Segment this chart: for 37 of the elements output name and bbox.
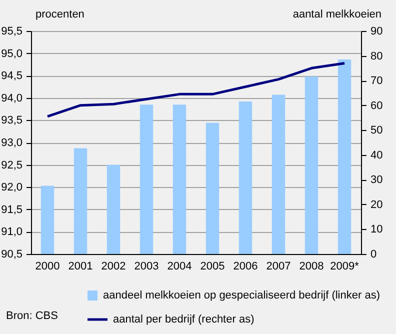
- x-tick-label: 2003: [134, 260, 159, 272]
- x-tick-label: 2000: [35, 260, 60, 272]
- y2-axis-title: aantal melkkoeien: [292, 8, 382, 20]
- y2-tick-label: 10: [370, 224, 383, 236]
- x-tick-label: 2005: [200, 260, 225, 272]
- y2-tick-label: 90: [370, 26, 383, 38]
- y-tick-label: 94,0: [1, 92, 22, 104]
- x-tick-label: 2006: [233, 260, 258, 272]
- y2-tick-label: 0: [370, 248, 377, 260]
- x-tick-label: 2007: [266, 260, 291, 272]
- x-tick-label: 2008: [299, 260, 324, 272]
- y2-tick-label: 70: [370, 75, 383, 88]
- y2-tick-label: 60: [370, 100, 383, 112]
- y-axis-title: procenten: [36, 8, 84, 20]
- y-tick-label: 92,0: [1, 182, 22, 194]
- y2-tick-label: 20: [370, 198, 383, 211]
- legend-label: aandeel melkkoeien op gespecialiseerd bedrijf (linker as): [103, 290, 380, 302]
- y2-tick-label: 80: [370, 50, 383, 62]
- x-tick-label: 2002: [101, 260, 126, 272]
- x-tick-label: 2001: [68, 260, 93, 272]
- legend-label: aantal per bedrijf (rechter as): [113, 314, 254, 326]
- y-tick-label: 93,5: [1, 114, 22, 127]
- y-tick-label: 95,5: [1, 26, 22, 38]
- text: Bron: CBS: [6, 310, 58, 322]
- y2-tick-label: 30: [370, 174, 383, 186]
- y-tick-label: 92,5: [1, 159, 22, 172]
- y-tick-label: 91,5: [1, 204, 22, 216]
- y-tick-label: 95,0: [1, 48, 22, 60]
- y-tick-label: 93,0: [1, 137, 22, 149]
- y-tick-label: 94,5: [1, 70, 22, 82]
- line-series: [46, 62, 346, 118]
- x-tick-label: 2009*: [330, 260, 360, 272]
- x-tick-label: 2004: [167, 260, 192, 272]
- y2-tick-label: 40: [370, 149, 383, 162]
- y-tick-label: 91,0: [1, 226, 22, 238]
- y-tick-label: 90,5: [1, 248, 22, 260]
- y2-tick-label: 50: [370, 124, 383, 137]
